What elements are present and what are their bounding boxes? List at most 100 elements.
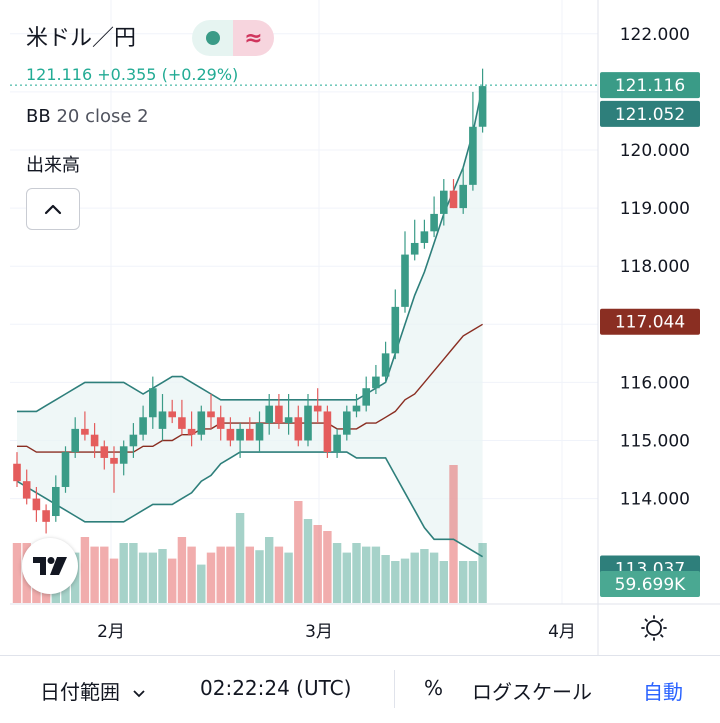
volume-bar: [129, 543, 138, 603]
volume-bar: [226, 546, 235, 603]
candle-body: [71, 428, 79, 453]
indicator-bb-params: 20 close 2: [56, 106, 149, 127]
market-status-pill[interactable]: ≈: [192, 20, 274, 56]
date-range-button[interactable]: 日付範囲: [40, 676, 146, 705]
quote-change: +0.355: [97, 65, 157, 84]
volume-bar: [138, 552, 148, 603]
volume-bar: [80, 537, 90, 603]
candle-body: [255, 423, 264, 441]
quote-price: 121.116: [26, 65, 93, 84]
price-badge-bb_upper: [600, 100, 700, 127]
indicator-bb-legend[interactable]: BB 20 close 2: [26, 106, 149, 127]
timezone-clock[interactable]: 02:22:24 (UTC): [200, 676, 352, 700]
indicator-volume-legend[interactable]: 出来高: [26, 155, 80, 176]
candle-body: [100, 446, 109, 458]
y-tick-label: 119.000: [620, 199, 690, 219]
candle-body: [459, 184, 467, 209]
price-badge-volume: [600, 571, 700, 597]
chevron-up-icon: [44, 204, 62, 215]
price-badge-label-bb_upper: 121.052: [615, 105, 685, 125]
volume-bar: [109, 558, 119, 603]
tradingview-logo[interactable]: [22, 538, 78, 594]
auto-scale-toggle[interactable]: 自動: [643, 680, 683, 704]
y-tick-label: 118.000: [620, 257, 690, 277]
candle-body: [362, 388, 370, 406]
symbol-title[interactable]: 米ドル／円: [26, 26, 137, 51]
candle-body: [246, 428, 254, 441]
time-axis: 2月 3月 4月: [97, 622, 576, 642]
candle-body: [313, 405, 322, 412]
candle-body: [168, 411, 176, 418]
candle-body: [372, 376, 380, 389]
volume-bar: [342, 552, 351, 603]
volume-bar: [468, 561, 478, 603]
market-open-icon: [205, 31, 220, 45]
volume-bar: [303, 519, 313, 603]
volume-bar: [90, 546, 99, 603]
candle-body: [430, 213, 438, 232]
y-tick-label: 115.000: [620, 432, 690, 452]
candle-body: [275, 405, 283, 424]
bollinger-band-fill: [17, 86, 483, 557]
volume-bar: [323, 531, 332, 603]
settings-icon[interactable]: [641, 615, 667, 641]
quote-line: 121.116 +0.355 (+0.29%): [26, 65, 238, 84]
volume-bar: [332, 543, 342, 603]
volume-bar: [362, 546, 371, 603]
volume-bar: [420, 549, 429, 603]
candle-body: [284, 417, 293, 424]
candle-body: [236, 428, 244, 441]
volume-bar: [197, 564, 206, 603]
y-tick-label: 120.000: [620, 141, 690, 161]
volume-bar: [265, 537, 274, 603]
price-badge-label-last_price: 121.116: [615, 76, 685, 96]
indicator-bb-name: BB: [26, 106, 51, 127]
candle-body: [197, 411, 206, 435]
volume-bar: [100, 546, 109, 603]
candle-body: [32, 498, 41, 511]
volume-bar: [294, 501, 303, 603]
candle-body: [265, 405, 273, 424]
volume-bar: [284, 552, 293, 603]
y-tick-label: 122.000: [620, 25, 690, 45]
candle-body: [178, 417, 186, 429]
candle-body: [352, 405, 361, 412]
volume-bar: [478, 543, 487, 603]
volume-bar: [245, 546, 254, 603]
percent-toggle[interactable]: %: [424, 676, 444, 700]
candle-body: [13, 463, 21, 482]
volume-bar: [352, 543, 361, 603]
log-scale-toggle[interactable]: ログスケール: [472, 680, 592, 704]
tradingview-logo-icon: [33, 557, 67, 575]
candle-body: [440, 190, 448, 214]
candle-body: [42, 510, 50, 522]
candle-body: [207, 411, 215, 418]
volume-bar: [429, 552, 439, 603]
candle-body: [420, 231, 429, 243]
volume-bar: [187, 546, 196, 603]
volume-bar: [158, 549, 167, 603]
candle-body: [449, 190, 458, 209]
collapse-legend-button[interactable]: [26, 188, 80, 230]
volume-bar: [449, 465, 458, 603]
price-badge-bb_basis: [600, 308, 700, 335]
x-tick-label: 3月: [305, 622, 333, 642]
bollinger-upper-line: [17, 85, 484, 413]
candle-body: [410, 242, 419, 255]
toolbar-divider: [394, 670, 395, 708]
candle-body: [294, 417, 303, 441]
price-badge-last_price: [600, 72, 700, 99]
bollinger-lower-line: [16, 451, 484, 558]
volume-bar: [177, 537, 187, 603]
candle-body: [333, 434, 341, 453]
volume-bar: [119, 543, 128, 603]
x-tick-label: 4月: [548, 622, 576, 642]
volume-bar: [381, 555, 390, 603]
volume-bar: [12, 543, 22, 603]
y-tick-label: 114.000: [620, 490, 690, 510]
volume-bar: [235, 513, 245, 603]
volume-bar: [371, 546, 381, 603]
volume-bar: [400, 558, 410, 603]
date-range-label: 日付範囲: [40, 680, 120, 704]
